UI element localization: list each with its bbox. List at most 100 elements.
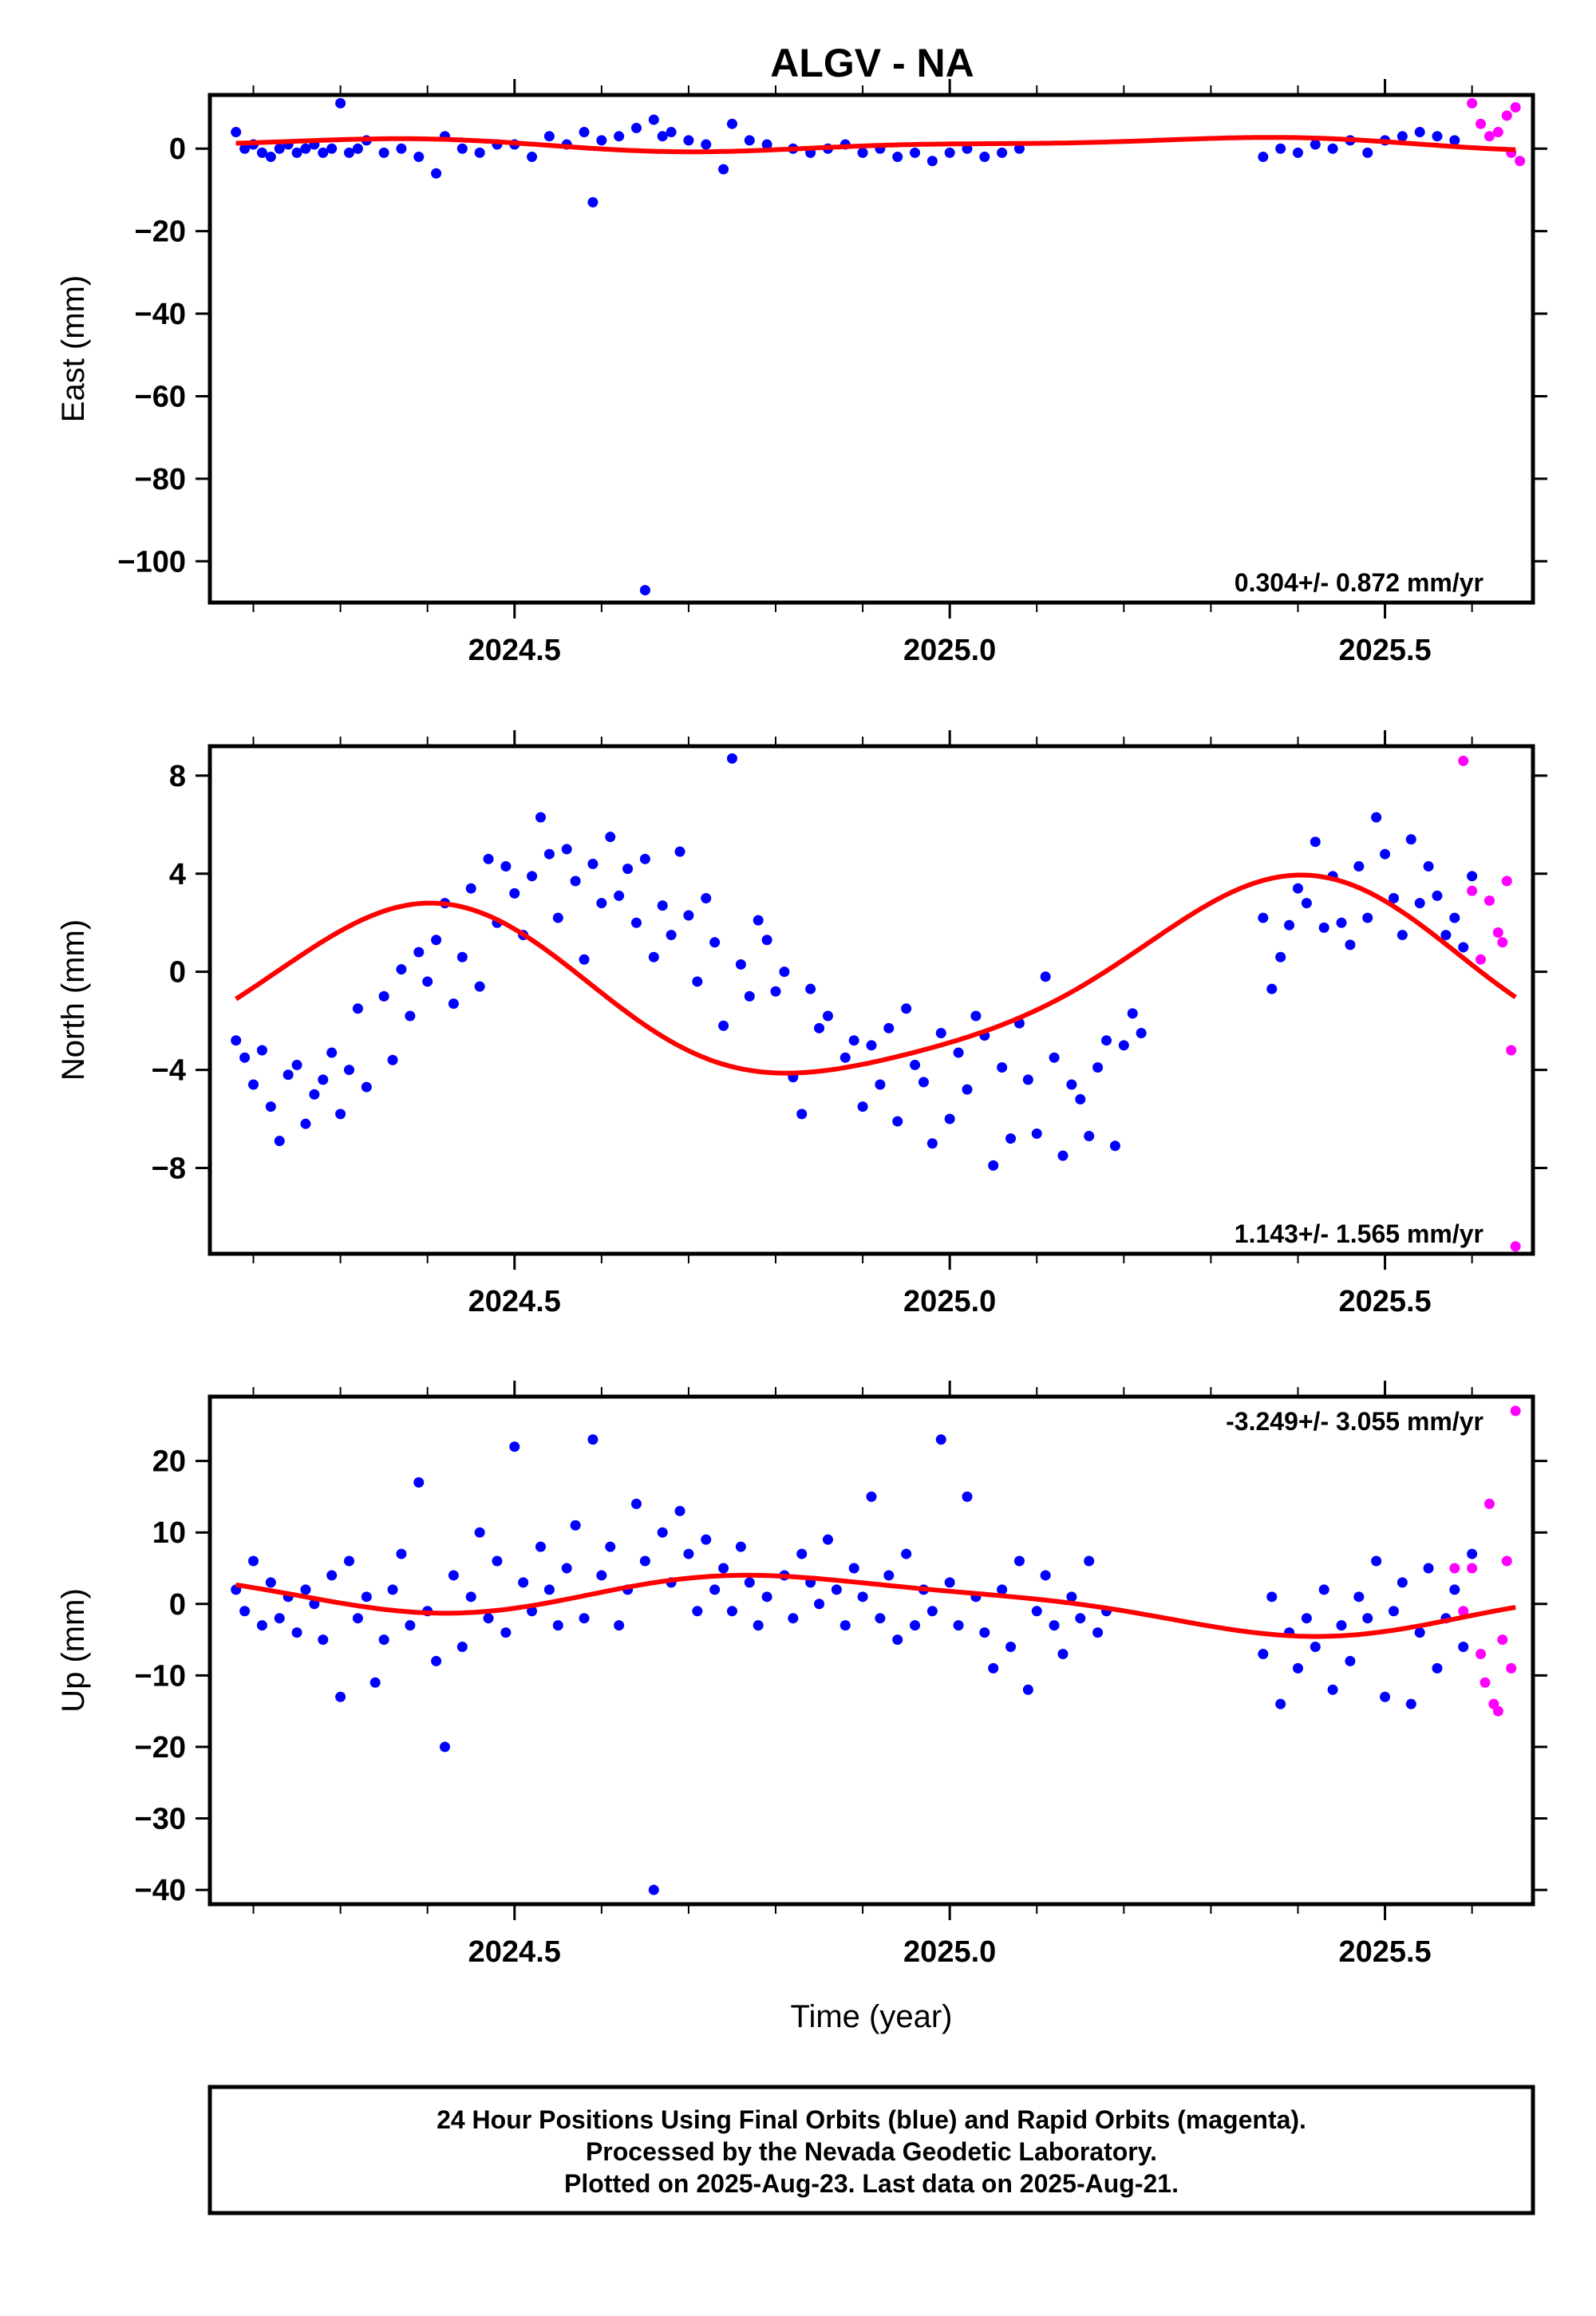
final-orbit-point (579, 954, 590, 965)
final-orbit-point (456, 1642, 468, 1653)
final-orbit-point (1005, 1133, 1017, 1144)
final-orbit-point (1380, 848, 1391, 860)
final-orbit-point (335, 97, 346, 109)
final-orbit-point (1414, 1627, 1425, 1638)
plot-frame (207, 744, 1535, 1256)
final-orbit-point (440, 1741, 451, 1753)
final-orbit-point (718, 164, 729, 175)
final-orbit-point (274, 1136, 285, 1147)
final-orbit-point (1362, 1613, 1373, 1624)
final-orbit-point (753, 1620, 764, 1631)
final-orbit-point (761, 935, 772, 946)
final-orbit-point (848, 1563, 859, 1574)
final-orbit-point (1405, 834, 1416, 845)
footer-box: 24 Hour Positions Using Final Orbits (bl… (207, 2085, 1535, 2215)
final-orbit-point (1318, 1584, 1329, 1595)
final-orbit-point (378, 1634, 389, 1646)
final-orbit-point (465, 883, 476, 894)
east-panel: 2024.5 2025.0 2025.5 0 −20 −40 −60 −80 −100 East … (56, 79, 1547, 667)
final-orbit-point (474, 981, 485, 992)
final-orbit-point (630, 917, 642, 928)
final-orbit-point (378, 990, 389, 1002)
final-orbit-point (639, 1555, 650, 1567)
final-orbit-point (1013, 1555, 1025, 1567)
final-orbit-point (405, 1010, 416, 1022)
final-orbit-point (761, 1591, 772, 1603)
final-orbit-point (422, 976, 433, 987)
final-orbit-point (265, 1577, 276, 1588)
final-orbit-point (857, 1591, 868, 1603)
final-orbit-point (1414, 898, 1425, 909)
final-orbit-point (692, 1606, 703, 1617)
final-orbit-point (509, 887, 520, 899)
final-orbit-point (718, 1563, 729, 1574)
final-orbit-point (431, 935, 442, 946)
x-tick-label: 2025.5 (1338, 1935, 1431, 1969)
final-orbit-point (291, 147, 302, 158)
final-orbit-point (814, 1599, 825, 1610)
final-orbit-point (1449, 1584, 1460, 1595)
final-orbit-point (1440, 930, 1452, 941)
final-orbit-point (605, 1541, 616, 1552)
rapid-orbit-point (1497, 1634, 1508, 1646)
final-orbit-point (901, 1003, 912, 1014)
final-orbit-point (492, 1555, 503, 1567)
final-orbit-point (474, 1527, 485, 1538)
plot-frame (207, 93, 1535, 605)
final-orbit-point (1066, 1079, 1077, 1090)
rapid-orbit-point (1506, 1045, 1517, 1056)
rapid-orbit-point (1492, 1705, 1503, 1717)
final-orbit-point (318, 1074, 329, 1085)
final-orbit-point (1075, 1613, 1086, 1624)
final-orbit-point (614, 131, 625, 142)
final-orbit-point (1336, 1620, 1347, 1631)
final-orbit-point (405, 1620, 416, 1631)
y-tick-label: −100 (117, 545, 186, 579)
final-orbit-point (1118, 1040, 1129, 1051)
final-orbit-point (352, 1613, 363, 1624)
final-orbit-point (1423, 861, 1434, 872)
final-orbit-point (535, 812, 546, 823)
final-orbit-point (883, 1570, 895, 1581)
final-orbit-point (1405, 1698, 1416, 1709)
final-orbit-point (892, 1116, 903, 1127)
final-orbit-point (1432, 890, 1443, 901)
velocity-label: -3.249+/- 3.055 mm/yr (1226, 1407, 1483, 1436)
final-orbit-point (1371, 1555, 1382, 1567)
rapid-orbit-point (1492, 127, 1503, 138)
final-orbit-point (387, 1054, 398, 1065)
final-orbit-point (1292, 147, 1303, 158)
final-orbit-point (335, 1691, 346, 1702)
final-orbit-point (875, 1079, 886, 1090)
y-tick-label: 10 (152, 1516, 186, 1550)
final-orbit-point (587, 858, 598, 869)
final-orbit-point (944, 1113, 955, 1124)
plot-area (231, 753, 1521, 1252)
final-orbit-point (1040, 1570, 1051, 1581)
final-orbit-point (309, 1599, 320, 1610)
final-orbit-point (1031, 1128, 1042, 1139)
y-tick-label: −8 (152, 1152, 186, 1185)
rapid-orbit-point (1510, 1241, 1521, 1252)
rapid-orbit-point (1458, 755, 1469, 766)
rapid-orbit-point (1476, 1648, 1487, 1659)
up-panel: 2024.5 2025.0 2025.5 20 10 0 −10 −20 −30 −40 Up (m… (56, 1381, 1547, 2034)
final-orbit-point (1049, 1620, 1060, 1631)
final-orbit-point (231, 127, 242, 138)
velocity-label: 0.304+/- 0.872 mm/yr (1235, 568, 1483, 597)
final-orbit-point (857, 1101, 868, 1113)
final-orbit-point (788, 1613, 799, 1624)
final-orbit-point (1327, 1684, 1338, 1695)
final-orbit-point (953, 1620, 964, 1631)
final-orbit-point (552, 912, 563, 923)
final-orbit-point (361, 1591, 372, 1603)
y-tick-label: 0 (169, 132, 186, 166)
final-orbit-point (527, 152, 538, 163)
final-orbit-point (1101, 1035, 1112, 1046)
final-orbit-point (413, 947, 425, 958)
final-orbit-point (1136, 1027, 1147, 1038)
final-orbit-point (239, 1606, 251, 1617)
final-orbit-point (300, 1118, 311, 1129)
final-orbit-point (926, 1606, 938, 1617)
final-orbit-point (648, 951, 659, 962)
